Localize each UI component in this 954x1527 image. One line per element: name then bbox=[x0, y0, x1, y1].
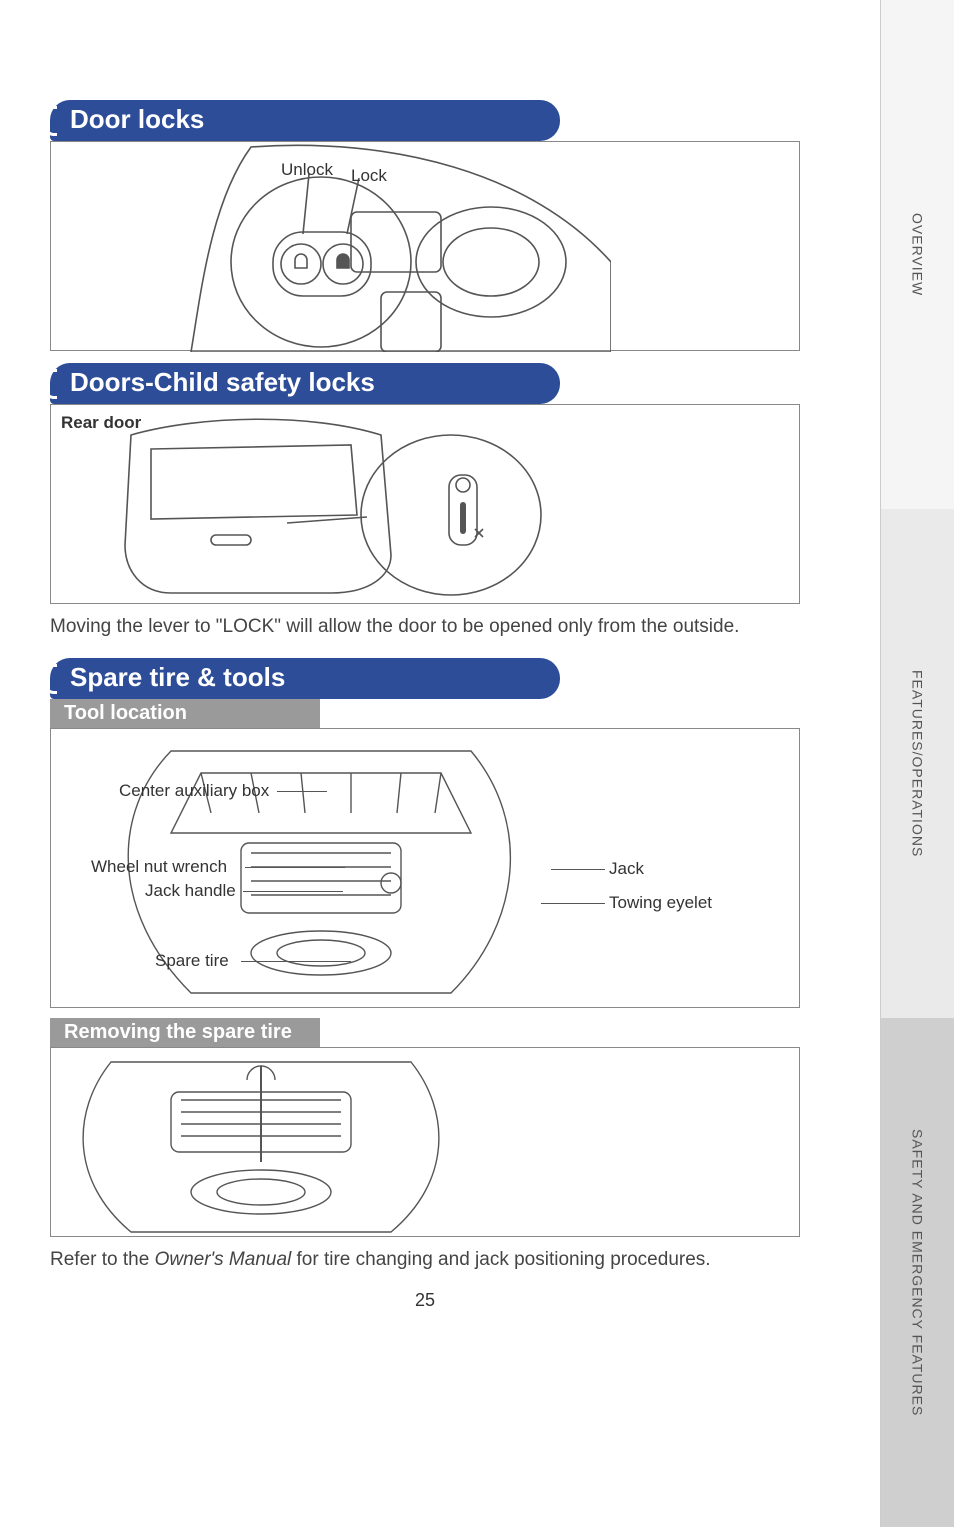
text-spare-tire-desc: Refer to the Owner's Manual for tire cha… bbox=[50, 1247, 800, 1273]
illustration-door-lock bbox=[51, 142, 799, 352]
panel-child-locks: Rear door bbox=[50, 404, 800, 604]
label-towing-eyelet: Towing eyelet bbox=[609, 893, 712, 913]
subheader-removing-spare: Removing the spare tire bbox=[50, 1018, 320, 1047]
panel-tool-location: Center auxiliary box Wheel nut wrench Ja… bbox=[50, 728, 800, 1008]
label-unlock: Unlock bbox=[281, 160, 333, 180]
header-spare-tire: Spare tire & tools bbox=[50, 658, 560, 699]
label-jack-handle: Jack handle bbox=[145, 881, 236, 901]
tab-overview[interactable]: OVERVIEW bbox=[880, 0, 954, 509]
page-content: Door locks Unlock Lock bbox=[0, 0, 840, 1341]
subheader-tool-location: Tool location bbox=[50, 699, 320, 728]
label-center-aux-box: Center auxiliary box bbox=[119, 781, 269, 801]
illustration-removing-spare bbox=[51, 1048, 799, 1238]
header-door-locks: Door locks bbox=[50, 100, 560, 141]
text-child-lock-desc: Moving the lever to "LOCK" will allow th… bbox=[50, 614, 800, 640]
panel-door-locks: Unlock Lock bbox=[50, 141, 800, 351]
panel-removing-spare bbox=[50, 1047, 800, 1237]
label-rear-door: Rear door bbox=[61, 413, 141, 433]
text-owners-manual: Owner's Manual bbox=[155, 1249, 292, 1270]
label-jack: Jack bbox=[609, 859, 644, 879]
text-spare-suffix: for tire changing and jack positioning p… bbox=[291, 1249, 710, 1270]
label-spare-tire: Spare tire bbox=[155, 951, 229, 971]
side-tabs: OVERVIEW FEATURES/OPERATIONS SAFETY AND … bbox=[880, 0, 954, 1527]
header-child-locks: Doors-Child safety locks bbox=[50, 363, 560, 404]
tab-safety[interactable]: SAFETY AND EMERGENCY FEATURES bbox=[880, 1018, 954, 1527]
text-spare-prefix: Refer to the bbox=[50, 1249, 155, 1270]
page-number: 25 bbox=[50, 1290, 800, 1311]
tab-features[interactable]: FEATURES/OPERATIONS bbox=[880, 509, 954, 1018]
illustration-child-lock bbox=[51, 405, 799, 605]
label-wheel-nut-wrench: Wheel nut wrench bbox=[91, 857, 227, 877]
label-lock: Lock bbox=[351, 166, 387, 186]
